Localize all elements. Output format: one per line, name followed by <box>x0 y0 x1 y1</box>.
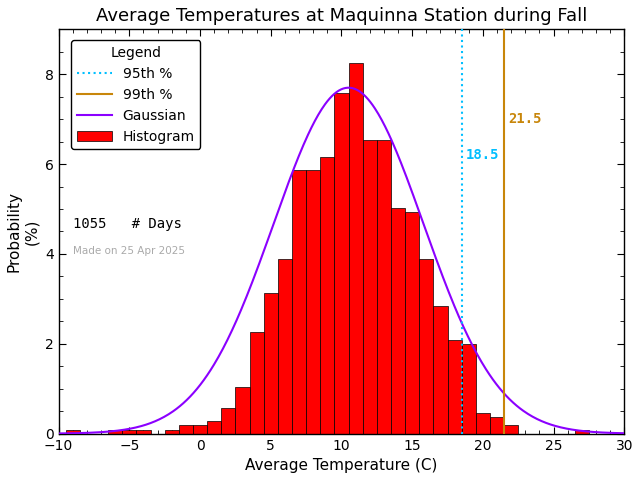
Bar <box>391 208 405 433</box>
Bar <box>164 430 179 433</box>
Y-axis label: Probability
(%): Probability (%) <box>7 191 39 272</box>
Bar <box>122 430 136 433</box>
Bar <box>320 157 334 433</box>
Bar <box>66 430 80 433</box>
Bar <box>250 332 264 433</box>
Bar <box>476 412 490 433</box>
Text: 21.5: 21.5 <box>508 112 542 126</box>
Bar <box>363 140 377 433</box>
Bar <box>461 344 476 433</box>
Text: 18.5: 18.5 <box>466 148 499 162</box>
Title: Average Temperatures at Maquinna Station during Fall: Average Temperatures at Maquinna Station… <box>96 7 587 25</box>
Bar <box>306 170 320 433</box>
Bar <box>207 421 221 433</box>
Text: Made on 25 Apr 2025: Made on 25 Apr 2025 <box>73 246 185 256</box>
Bar <box>221 408 236 433</box>
Bar <box>405 212 419 433</box>
Bar <box>490 417 504 433</box>
Bar <box>193 425 207 433</box>
Bar <box>264 293 278 433</box>
Bar <box>377 140 391 433</box>
Bar <box>136 430 150 433</box>
Bar <box>278 259 292 433</box>
Bar <box>504 425 518 433</box>
Bar <box>575 430 589 433</box>
Text: 1055   # Days: 1055 # Days <box>73 217 182 231</box>
Bar <box>108 430 122 433</box>
Bar <box>236 387 250 433</box>
Bar <box>419 259 433 433</box>
Bar <box>349 63 363 433</box>
Bar <box>447 340 461 433</box>
Legend: 95th %, 99th %, Gaussian, Histogram: 95th %, 99th %, Gaussian, Histogram <box>71 40 200 149</box>
Bar <box>179 425 193 433</box>
Bar <box>334 93 349 433</box>
X-axis label: Average Temperature (C): Average Temperature (C) <box>245 458 438 473</box>
Bar <box>292 170 306 433</box>
Bar <box>433 306 447 433</box>
